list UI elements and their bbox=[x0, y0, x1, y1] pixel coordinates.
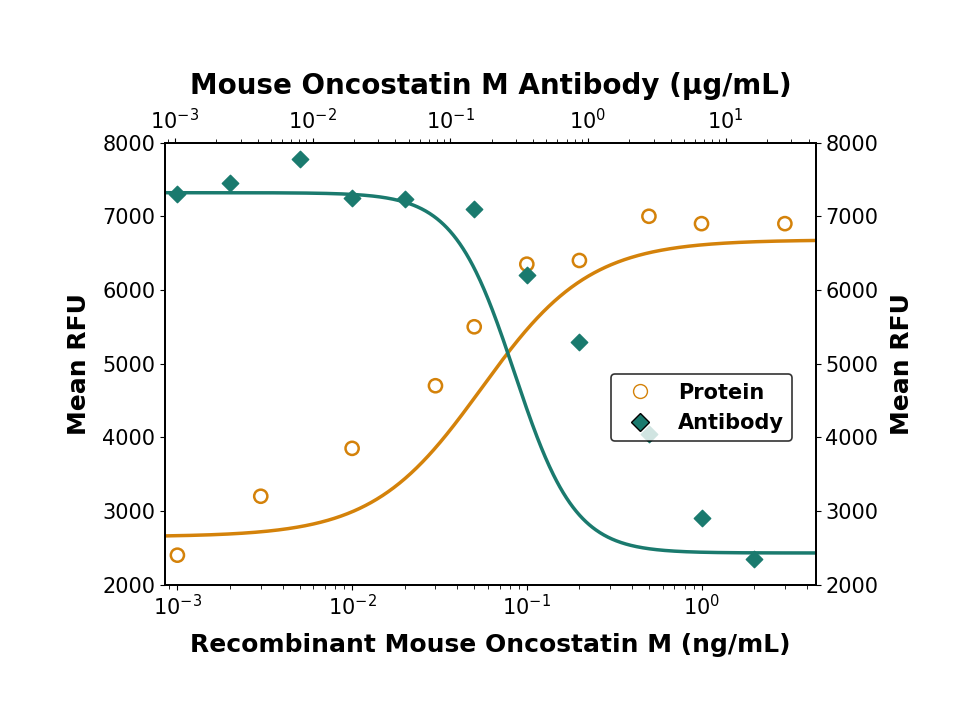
Point bbox=[641, 428, 656, 439]
X-axis label: Mouse Oncostatin M Antibody (μg/mL): Mouse Oncostatin M Antibody (μg/mL) bbox=[189, 72, 791, 100]
Y-axis label: Mean RFU: Mean RFU bbox=[889, 293, 914, 434]
Point bbox=[222, 178, 238, 189]
Point bbox=[641, 210, 656, 222]
Point bbox=[397, 194, 413, 205]
Point bbox=[466, 203, 482, 215]
Point bbox=[466, 321, 482, 332]
Point bbox=[345, 193, 360, 204]
Point bbox=[572, 336, 587, 347]
X-axis label: Recombinant Mouse Oncostatin M (ng/mL): Recombinant Mouse Oncostatin M (ng/mL) bbox=[190, 633, 790, 657]
Point bbox=[777, 218, 792, 230]
Point bbox=[693, 513, 709, 524]
Point bbox=[693, 218, 709, 230]
Point bbox=[816, 580, 831, 591]
Point bbox=[572, 255, 587, 266]
Y-axis label: Mean RFU: Mean RFU bbox=[67, 293, 91, 434]
Point bbox=[519, 259, 535, 270]
Legend: Protein, Antibody: Protein, Antibody bbox=[611, 374, 792, 441]
Point bbox=[170, 188, 185, 200]
Point bbox=[427, 380, 443, 391]
Point bbox=[170, 550, 185, 561]
Point bbox=[291, 153, 307, 165]
Point bbox=[519, 270, 535, 281]
Point bbox=[345, 443, 360, 454]
Point bbox=[253, 491, 269, 502]
Point bbox=[747, 553, 762, 565]
